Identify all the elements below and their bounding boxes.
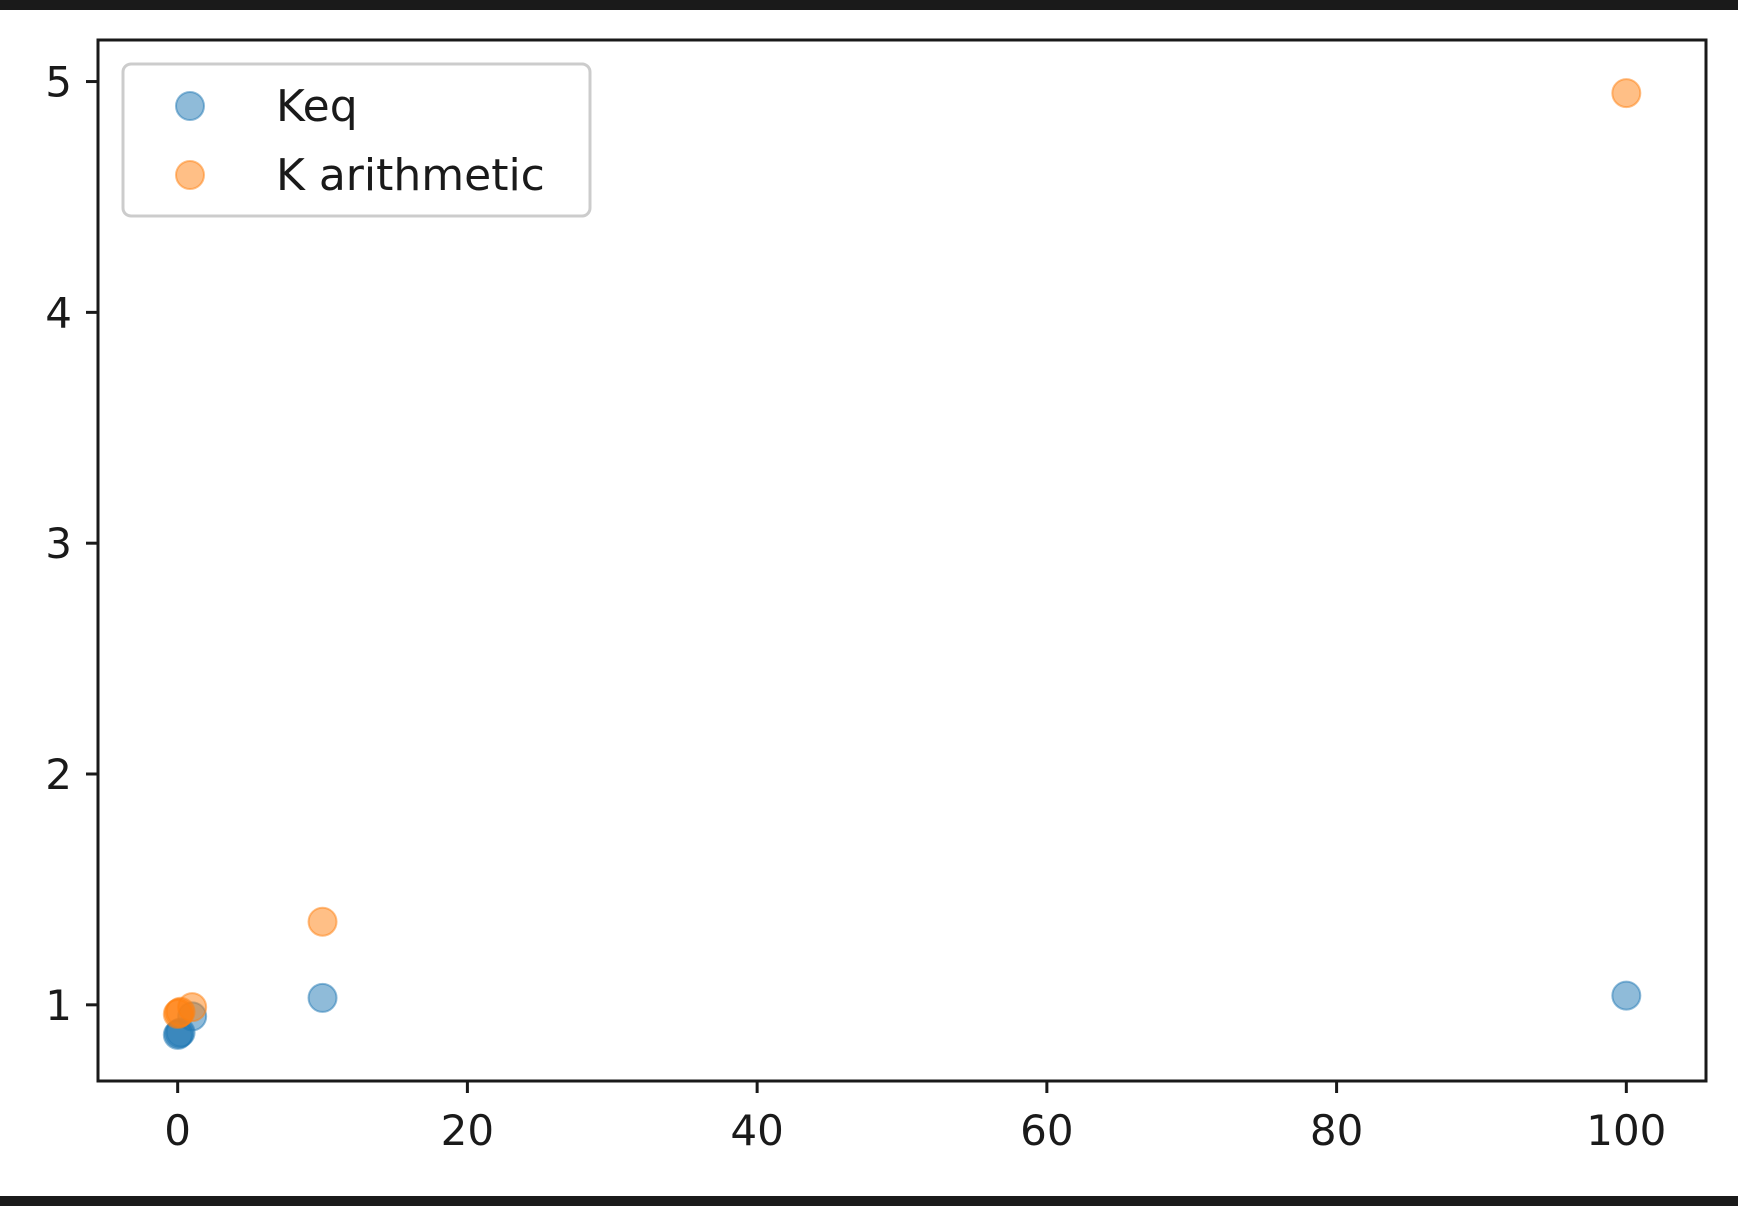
x-axis: 0 20 40 60 80 100 [164,1081,1666,1155]
legend-marker-k-arithmetic [175,160,205,190]
point-k-arithmetic [307,906,338,937]
x-tick-label: 40 [730,1106,783,1155]
chart-figure: 0 20 40 60 80 100 1 2 3 4 5 Keq K arithmetic [0,10,1738,1196]
point-k-arithmetic [1611,78,1642,109]
x-tick-label: 20 [441,1106,494,1155]
legend: Keq K arithmetic [121,62,592,218]
y-tick-label: 2 [45,750,72,799]
x-tick-label: 60 [1020,1106,1073,1155]
point-keq [1611,980,1642,1011]
y-tick-label: 3 [45,519,72,568]
y-tick-label: 5 [45,58,72,107]
x-tick-label: 0 [164,1106,191,1155]
scatter-chart: 0 20 40 60 80 100 1 2 3 4 5 Keq K arithmetic [45,38,1708,1155]
x-tick-label: 100 [1586,1106,1666,1155]
x-tick-label: 80 [1310,1106,1363,1155]
legend-label-k-arithmetic: K arithmetic [276,150,545,201]
legend-label-keq: Keq [276,81,358,132]
data-points [162,78,1642,1050]
point-keq [307,982,338,1013]
y-tick-label: 1 [45,981,72,1030]
legend-marker-keq [175,91,205,121]
point-k-arithmetic [177,992,208,1023]
legend-box [121,62,592,218]
y-axis: 1 2 3 4 5 [45,58,98,1030]
y-tick-label: 4 [45,288,72,337]
